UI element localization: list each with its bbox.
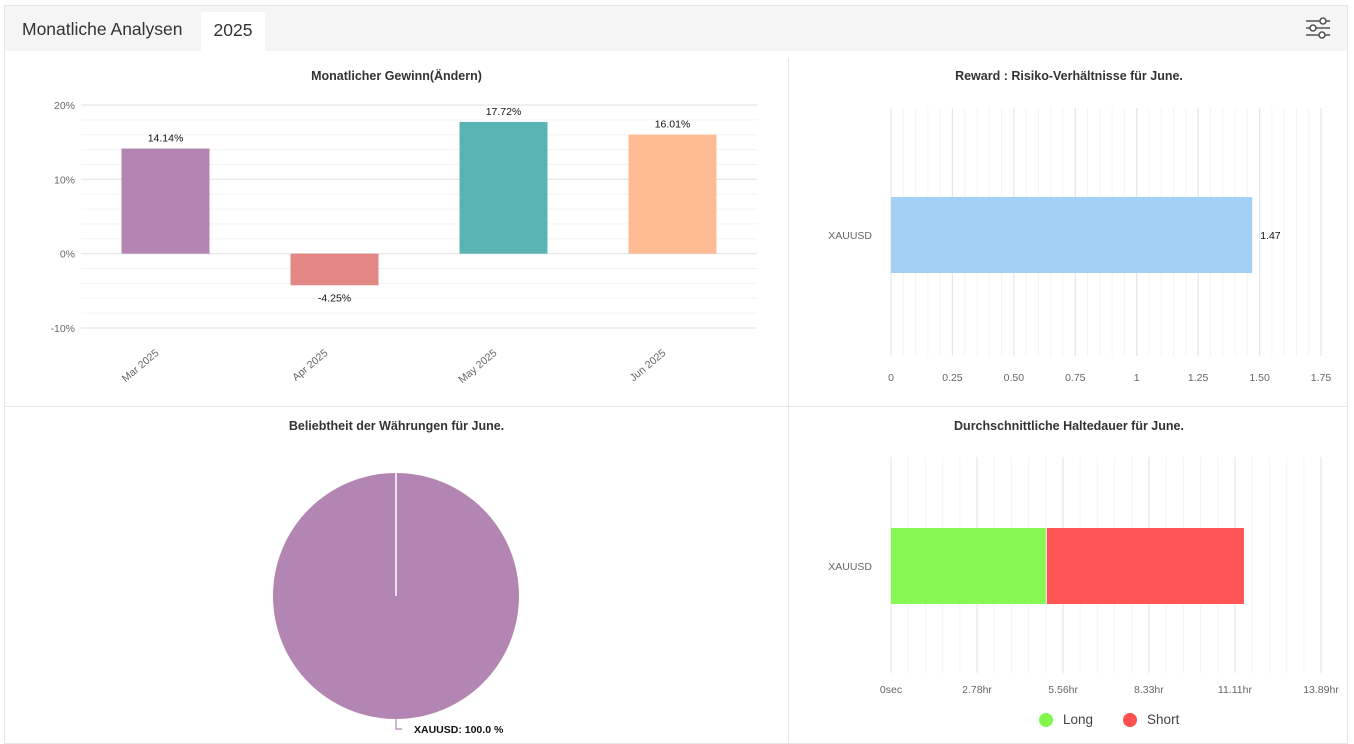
- bar-mar-2025: [121, 148, 210, 254]
- reward-risk-chart: 0 0.25 0.50 0.75 1 1.25 1.50 1.75 XAUUSD 1.47: [828, 108, 1332, 384]
- x-tick-label: 0sec: [880, 684, 902, 696]
- bar-segment-short: [1046, 528, 1244, 604]
- x-tick-label: 11.11hr: [1218, 684, 1253, 696]
- panel-divider-horizontal: [5, 406, 1347, 407]
- x-tick-label: Jun 2025: [628, 347, 669, 384]
- x-tick-label: 8.33hr: [1134, 684, 1164, 696]
- pie-leader-line: [395, 714, 402, 730]
- bar-data-label: 1.47: [1260, 230, 1281, 242]
- legend-long-label: Long: [1063, 712, 1094, 727]
- currency-popularity-title: Beliebtheit der Währungen für June.: [288, 419, 505, 433]
- x-tick-label: 1.50: [1249, 372, 1270, 384]
- bar-xauusd: [891, 197, 1253, 273]
- holding-duration-panel: Durchschnittliche Haltedauer für June. 0…: [789, 407, 1349, 744]
- currency-popularity-chart: XAUUSD: 100.0 %: [273, 473, 519, 736]
- y-tick-label: 10%: [54, 174, 75, 186]
- x-tick-label: 0.25: [942, 372, 963, 384]
- x-tick-label: 13.89hr: [1303, 684, 1339, 696]
- x-tick-label: 0: [888, 372, 894, 384]
- x-tick-label: 1.25: [1188, 372, 1209, 384]
- currency-popularity-panel: Beliebtheit der Währungen für June. XAUU…: [5, 407, 788, 744]
- x-tick-label: 2.78hr: [962, 684, 992, 696]
- reward-risk-panel: Reward : Risiko-Verhältnisse für June. 0…: [789, 51, 1349, 406]
- y-tick-label: -10%: [50, 323, 75, 335]
- legend-item-long[interactable]: Long: [1039, 712, 1093, 727]
- bar-data-label: -4.25%: [318, 292, 351, 304]
- x-tick-label: 1.75: [1311, 372, 1332, 384]
- legend-long-dot: [1039, 712, 1053, 727]
- x-tick-label: 0.75: [1065, 372, 1086, 384]
- bar-apr-2025: [290, 253, 379, 286]
- legend-short-dot: [1123, 712, 1138, 727]
- bar-data-label: 17.72%: [486, 106, 522, 118]
- bar-segment-long: [891, 528, 1046, 604]
- y-category-label: XAUUSD: [828, 561, 872, 573]
- header-bar: Monatliche Analysen 2025: [5, 6, 1347, 51]
- x-tick-label: May 2025: [456, 347, 499, 386]
- y-tick-label: 20%: [54, 100, 75, 112]
- holding-duration-legend: Long Short: [1039, 712, 1203, 727]
- x-tick-label: Apr 2025: [290, 347, 330, 384]
- settings-button[interactable]: [1303, 14, 1333, 42]
- holding-duration-chart: 0sec 2.78hr 5.56hr 8.33hr 11.11hr 13.89hr XAUU…: [828, 457, 1339, 696]
- sliders-icon: [1306, 17, 1330, 39]
- x-tick-label: 1: [1134, 372, 1140, 384]
- bar-data-label: 16.01%: [655, 119, 691, 131]
- legend-item-short[interactable]: Short: [1123, 712, 1179, 727]
- y-tick-label: 0%: [60, 249, 75, 261]
- x-tick-label: 5.56hr: [1048, 684, 1078, 696]
- y-category-label: XAUUSD: [828, 230, 872, 242]
- reward-risk-title: Reward : Risiko-Verhältnisse für June.: [955, 69, 1183, 83]
- legend-short-label: Short: [1147, 712, 1180, 727]
- pie-data-label: XAUUSD: 100.0 %: [414, 724, 504, 736]
- bar-may-2025: [459, 121, 548, 254]
- monthly-profit-chart: 20% 10% 0% -10% 14.14% Mar 2025 -4.25% Apr 2025…: [50, 100, 757, 386]
- holding-duration-title: Durchschnittliche Haltedauer für June.: [954, 419, 1184, 433]
- tab-year[interactable]: 2025: [201, 12, 265, 51]
- panel-divider-vertical: [788, 58, 789, 744]
- monthly-analysis-widget: Monatliche Analysen 2025 Monatlicher Gew…: [4, 5, 1348, 744]
- x-tick-label: 0.50: [1004, 372, 1025, 384]
- bar-data-label: 14.14%: [148, 133, 184, 145]
- monthly-profit-panel: Monatlicher Gewinn(Ändern) 20% 10% 0% -10% 1…: [5, 51, 788, 406]
- bar-jun-2025: [628, 134, 717, 254]
- x-tick-label: Mar 2025: [120, 347, 162, 385]
- monthly-profit-title: Monatlicher Gewinn(Ändern): [311, 69, 482, 83]
- page-title: Monatliche Analysen: [22, 19, 183, 39]
